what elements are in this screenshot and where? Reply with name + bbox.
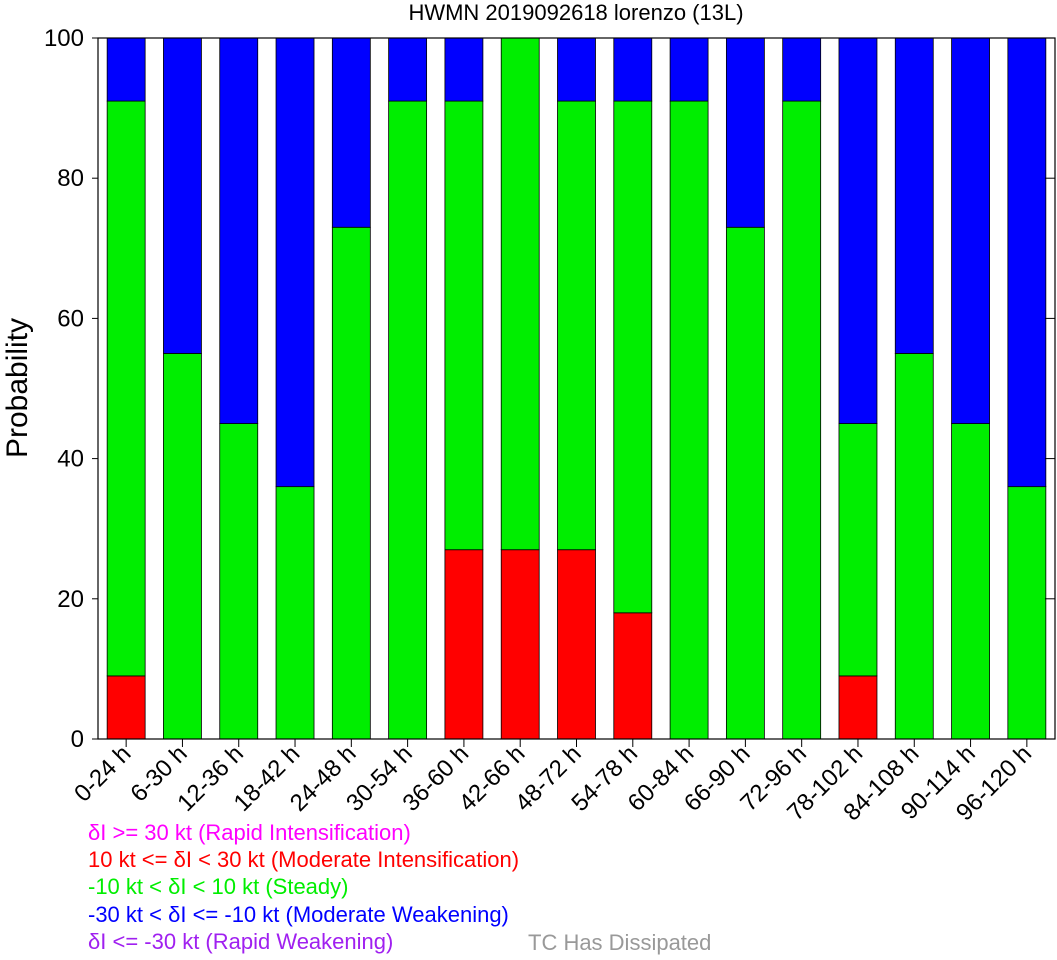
bar-segment-9-3 bbox=[557, 100, 596, 551]
bar-segment-8-2 bbox=[500, 549, 540, 740]
legend-item-5: δI <= -30 kt (Rapid Weakening) bbox=[88, 929, 394, 954]
legend-item-1: δI >= 30 kt (Rapid Intensification) bbox=[88, 820, 411, 845]
bar-segment-6-3 bbox=[388, 100, 428, 740]
bar-segment-17-4 bbox=[1007, 37, 1047, 488]
bar-segment-15-4 bbox=[894, 37, 934, 354]
chart-title: HWMN 2019092618 lorenzo (13L) bbox=[408, 0, 743, 25]
bar-segment-3-3 bbox=[219, 423, 259, 740]
bar-segment-1-2 bbox=[106, 675, 146, 740]
bar-segment-6-4 bbox=[388, 37, 428, 102]
bar-segment-14-3 bbox=[838, 423, 878, 677]
legend-item-2: 10 kt <= δI < 30 kt (Moderate Intensific… bbox=[88, 847, 520, 872]
bar-segment-10-3 bbox=[613, 100, 653, 614]
y-tick-label-3: 40 bbox=[57, 446, 84, 473]
bar-segment-4-3 bbox=[275, 486, 315, 740]
bar-segment-5-3 bbox=[331, 226, 371, 740]
y-tick-label-5: 80 bbox=[57, 165, 84, 192]
bar-segment-17-3 bbox=[1007, 486, 1047, 740]
bar-segment-15-3 bbox=[894, 353, 934, 740]
bar-segment-9-2 bbox=[557, 549, 596, 740]
bar-segment-2-3 bbox=[163, 353, 202, 740]
legend-item-4: -30 kt < δI <= -10 kt (Moderate Weakenin… bbox=[88, 902, 509, 927]
bar-segment-16-4 bbox=[951, 37, 990, 424]
bar-segment-8-3 bbox=[500, 37, 540, 551]
bar-segment-9-4 bbox=[557, 37, 596, 102]
bar-segment-5-4 bbox=[331, 37, 371, 228]
bar-segment-1-3 bbox=[106, 100, 146, 677]
bar-segment-13-3 bbox=[782, 100, 822, 740]
bar-segment-7-3 bbox=[444, 100, 484, 551]
bar-segment-13-4 bbox=[782, 37, 822, 102]
legend-item-3: -10 kt < δI < 10 kt (Steady) bbox=[88, 874, 349, 899]
bar-segment-1-4 bbox=[106, 37, 146, 102]
bar-segment-3-4 bbox=[219, 37, 259, 424]
bar-segment-11-4 bbox=[669, 37, 709, 102]
y-axis-label: Probability bbox=[1, 318, 34, 458]
bars-group bbox=[106, 37, 1047, 740]
bar-segment-12-3 bbox=[725, 226, 765, 740]
y-tick-label-4: 60 bbox=[57, 305, 84, 332]
bar-segment-14-2 bbox=[838, 675, 878, 740]
bar-segment-4-4 bbox=[275, 37, 315, 488]
bar-segment-16-3 bbox=[951, 423, 990, 740]
bar-segment-2-4 bbox=[163, 37, 202, 354]
bar-segment-11-3 bbox=[669, 100, 709, 740]
legend-dissipated: TC Has Dissipated bbox=[528, 930, 712, 955]
bar-segment-10-4 bbox=[613, 37, 653, 102]
y-tick-label-2: 20 bbox=[57, 586, 84, 613]
y-tick-label-1: 0 bbox=[71, 726, 84, 753]
bar-segment-10-2 bbox=[613, 612, 653, 740]
bar-segment-7-2 bbox=[444, 549, 484, 740]
y-tick-label-6: 100 bbox=[44, 25, 84, 52]
bar-segment-7-4 bbox=[444, 37, 484, 102]
bar-segment-14-4 bbox=[838, 37, 878, 424]
bar-segment-12-4 bbox=[725, 37, 765, 228]
